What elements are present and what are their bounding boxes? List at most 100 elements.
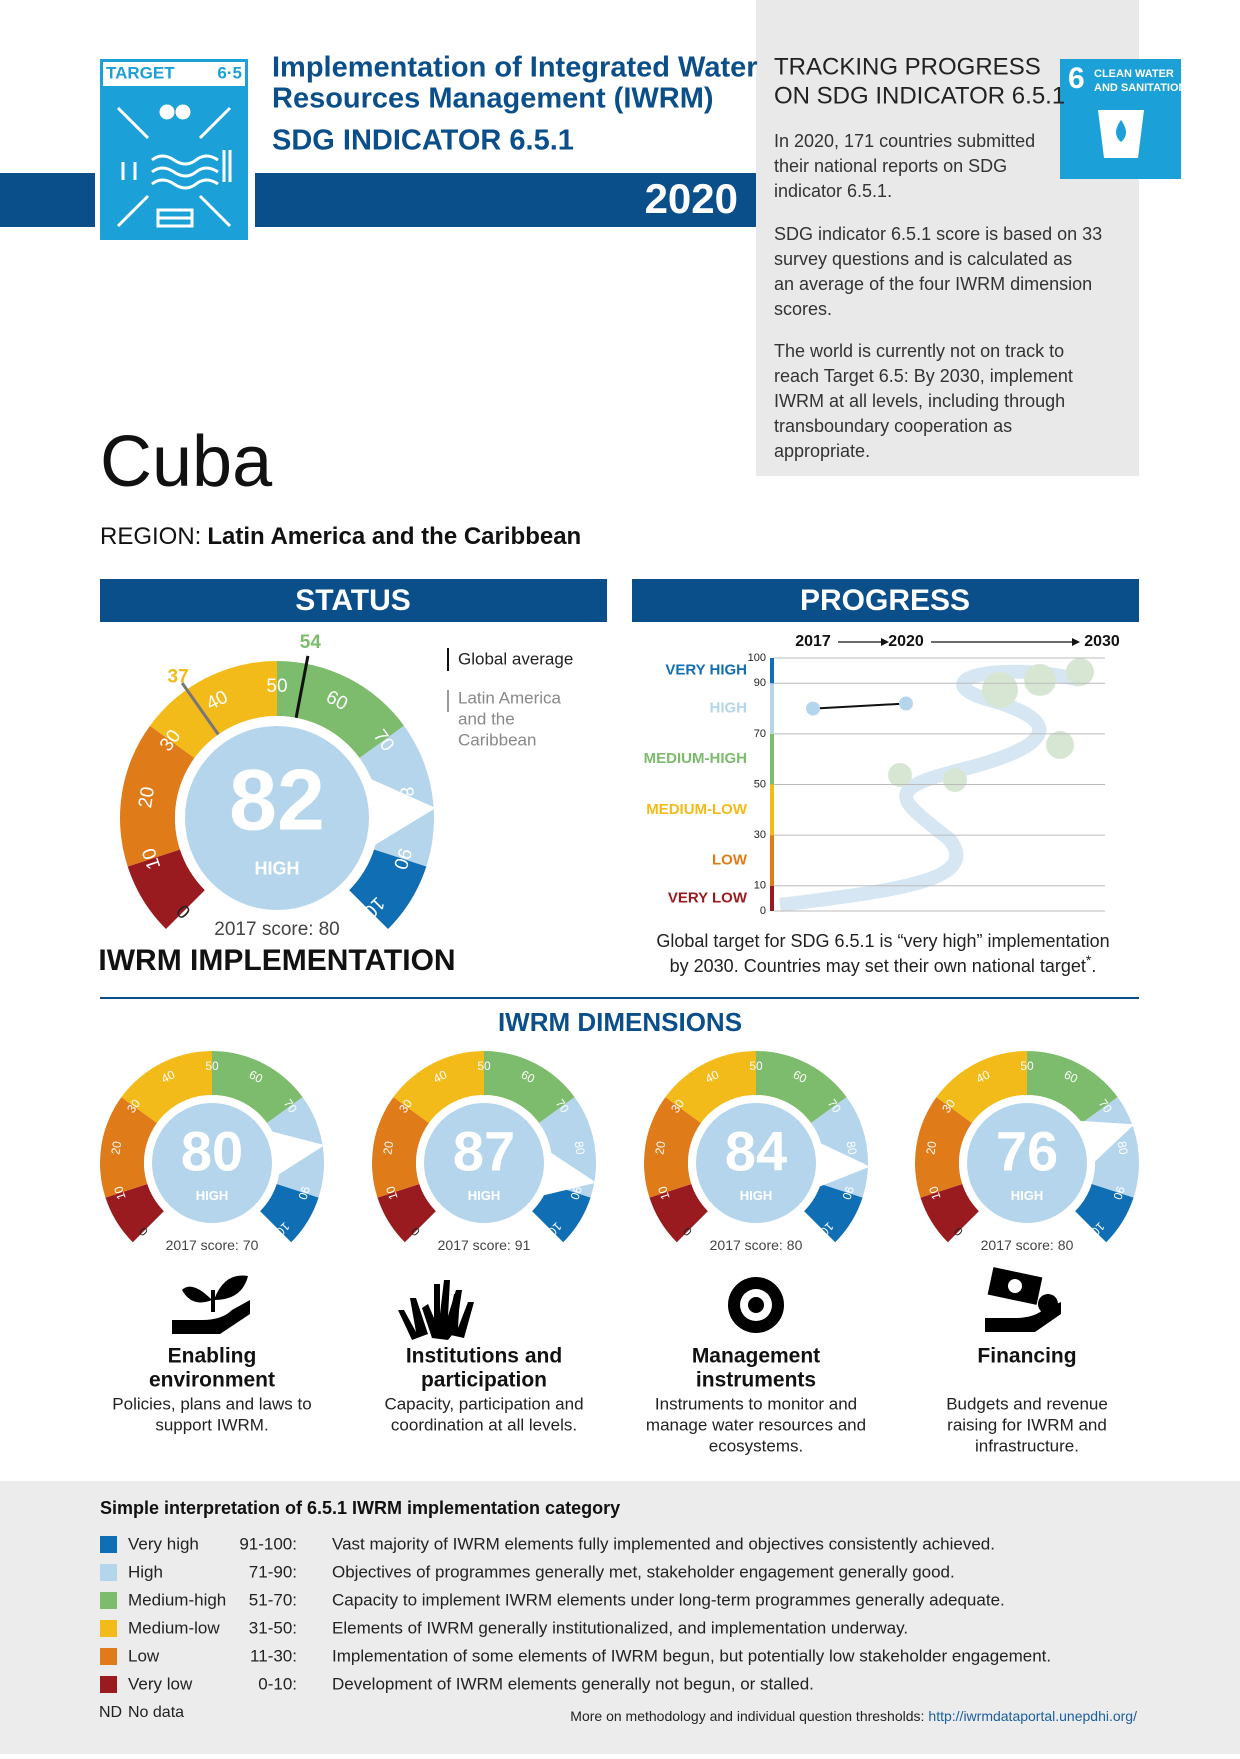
gauge-center <box>185 726 369 910</box>
dimension-description: Budgets and revenue <box>946 1394 1108 1413</box>
average-marker <box>294 655 310 719</box>
dimension-name: Institutions and <box>406 1345 562 1368</box>
dimension-description: infrastructure. <box>975 1436 1079 1455</box>
legend-description: Capacity to implement IWRM elements unde… <box>332 1590 1005 1609</box>
level-label: HIGH <box>710 700 748 717</box>
y-tick-label: 90 <box>754 677 766 689</box>
icon-enabling-environment <box>172 1275 250 1334</box>
legend-swatch <box>100 1648 117 1665</box>
level-label: MEDIUM-LOW <box>646 801 748 818</box>
y-tick-label: 100 <box>748 652 766 664</box>
legend-name: Very low <box>128 1674 193 1693</box>
title-line: Resources Management (IWRM) <box>272 83 714 115</box>
legend-name: High <box>128 1562 163 1581</box>
y-tick-label: 50 <box>754 778 766 790</box>
dimension-description: support IWRM. <box>155 1415 268 1434</box>
legend-description: Vast majority of IWRM elements fully imp… <box>332 1534 995 1553</box>
gauge-tick-label: 90 <box>567 1184 585 1201</box>
gauge-band <box>277 661 405 759</box>
dimension-name: environment <box>149 1369 275 1392</box>
gauge-tick-label: 80 <box>1115 1140 1131 1156</box>
gauge-band <box>105 1184 164 1243</box>
legend-swatch <box>100 1564 117 1581</box>
sidebar-text: In 2020, 171 countries submitted <box>774 131 1035 151</box>
gauge-pointer <box>261 1128 325 1181</box>
status-bar <box>100 579 607 622</box>
gauge-band <box>936 1051 1027 1124</box>
progress-bar <box>632 579 1139 622</box>
legend-range: 71-90: <box>249 1562 297 1581</box>
legend-swatch <box>100 1676 117 1693</box>
score-prefix: 2017 score: <box>214 919 313 940</box>
country-name: Cuba <box>100 422 273 502</box>
methodology-link[interactable]: http://iwrmdataportal.unepdhi.org/ <box>928 1708 1137 1724</box>
gauge-band <box>127 849 205 930</box>
target-number: 6·5 <box>217 63 242 82</box>
river-illustration <box>779 664 1082 912</box>
sidebar-text: The world is currently not on track to <box>774 341 1064 361</box>
average-marker <box>180 682 220 736</box>
legend-range: 51-70: <box>249 1590 297 1609</box>
legend-swatch <box>100 1536 117 1553</box>
level-label: VERY HIGH <box>665 662 747 679</box>
dimension-name: Financing <box>977 1345 1076 1368</box>
gauge-category: HIGH <box>196 1188 229 1203</box>
region-line: REGION: Latin America and the Caribbean <box>100 523 581 550</box>
dimensions-title: IWRM DIMENSIONS <box>498 1007 742 1037</box>
dimension-description: manage water resources and <box>646 1415 866 1434</box>
year-label: 2017 <box>795 633 831 650</box>
region-name: Latin America and the Caribbean <box>207 523 581 550</box>
score-value: 80 <box>1058 1237 1074 1253</box>
gauge-category: HIGH <box>255 858 300 878</box>
gauge-pointer <box>532 1146 597 1198</box>
score-prefix: 2017 score: <box>438 1237 511 1253</box>
gauge-tick-label: 80 <box>844 1140 860 1156</box>
target-label: TARGET <box>106 63 175 82</box>
legend-title: Simple interpretation of 6.5.1 IWRM impl… <box>100 1498 620 1518</box>
gauge-tick-label: 10 <box>111 1184 129 1201</box>
gauge-value: 80 <box>181 1120 243 1183</box>
legend-description: Implementation of some elements of IWRM … <box>332 1646 1051 1665</box>
legend-description: Development of IWRM elements generally n… <box>332 1674 814 1693</box>
icon-financing <box>985 1267 1061 1332</box>
sidebar-heading: TRACKING PROGRESS <box>774 53 1041 80</box>
gauge-tick-label: 60 <box>1062 1067 1081 1086</box>
axis-band <box>770 784 774 836</box>
score-prefix: 2017 score: <box>981 1237 1054 1253</box>
axis-band <box>770 885 774 911</box>
gauge-center <box>967 1103 1087 1223</box>
gauge-band <box>377 1184 436 1243</box>
gauge-tick-label: 60 <box>247 1067 266 1086</box>
sidebar-text: their national reports on SDG <box>774 156 1007 176</box>
nd-label: No data <box>128 1704 184 1721</box>
gauge-band <box>120 725 195 867</box>
gauge-tick-label: 40 <box>703 1067 722 1086</box>
score-prefix: 2017 score: <box>710 1237 783 1253</box>
axis-band <box>770 733 774 785</box>
dimension-name: Management <box>692 1345 820 1368</box>
year-label: 2030 <box>1084 633 1120 650</box>
sidebar-text: appropriate. <box>774 441 870 461</box>
footnote-mark: * <box>1086 952 1092 968</box>
gauge-band <box>665 1051 756 1124</box>
sidebar-text: scores. <box>774 299 832 319</box>
dimension-description: Policies, plans and laws to <box>112 1394 311 1413</box>
gauge-tick-label: 60 <box>519 1067 538 1086</box>
score-2017: 2017 score: 70 <box>166 1237 259 1253</box>
gauge-pointer <box>809 1138 870 1191</box>
dimension-description: ecosystems. <box>709 1436 803 1455</box>
average-label: 37 <box>168 666 189 687</box>
legend-name: Very high <box>128 1534 199 1553</box>
legend-swatch <box>100 1620 117 1637</box>
sidebar-text: transboundary cooperation as <box>774 416 1012 436</box>
dimension-name: participation <box>421 1369 547 1392</box>
gauge-center <box>696 1103 816 1223</box>
legend-global: Global average <box>458 649 573 668</box>
sdg-drop-icon <box>1116 120 1126 142</box>
legend-name: Medium-high <box>128 1590 226 1609</box>
y-tick-label: 30 <box>754 829 766 841</box>
sidebar-text: reach Target 6.5: By 2030, implement <box>774 366 1073 386</box>
axis-band <box>770 658 774 684</box>
score-value: 91 <box>515 1237 531 1253</box>
